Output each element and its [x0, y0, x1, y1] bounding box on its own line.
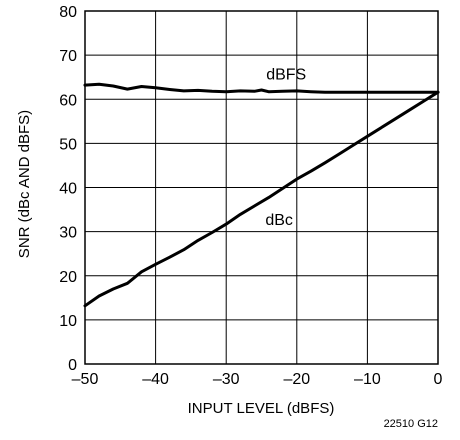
x-tick-label: –20 — [283, 371, 310, 388]
grid — [84, 10, 439, 365]
y-tick-label: 70 — [59, 48, 77, 65]
y-tick-label: 40 — [59, 181, 77, 198]
x-tick-label: 0 — [434, 371, 443, 388]
tick-labels: –50 –40 –30 –20 –10 0 0 10 20 30 40 50 60 70 80 — [59, 4, 442, 388]
series-line-dbc — [83, 90, 440, 308]
annotations: dBFS dBc — [265, 66, 306, 229]
x-tick-label: –40 — [142, 371, 169, 388]
series-label-dbfs: dBFS — [266, 66, 306, 83]
figure-id: 22510 G12 — [384, 418, 438, 430]
series-label-dbc: dBc — [265, 212, 293, 229]
x-tick-label: –30 — [213, 371, 240, 388]
series-lines — [83, 82, 440, 308]
y-tick-label: 60 — [59, 92, 77, 109]
x-tick-label: –10 — [354, 371, 381, 388]
plot-frame — [84, 10, 439, 365]
y-tick-label: 80 — [59, 4, 77, 21]
x-tick-label: –50 — [72, 371, 99, 388]
y-tick-label: 20 — [59, 269, 77, 286]
y-tick-label: 0 — [68, 357, 77, 374]
series-line-dbfs — [83, 82, 440, 94]
y-tick-label: 10 — [59, 313, 77, 330]
y-axis-label: SNR (dBc AND dBFS) — [16, 110, 33, 258]
x-axis-label: INPUT LEVEL (dBFS) — [188, 400, 335, 417]
y-tick-label: 50 — [59, 136, 77, 153]
y-tick-label: 30 — [59, 225, 77, 242]
